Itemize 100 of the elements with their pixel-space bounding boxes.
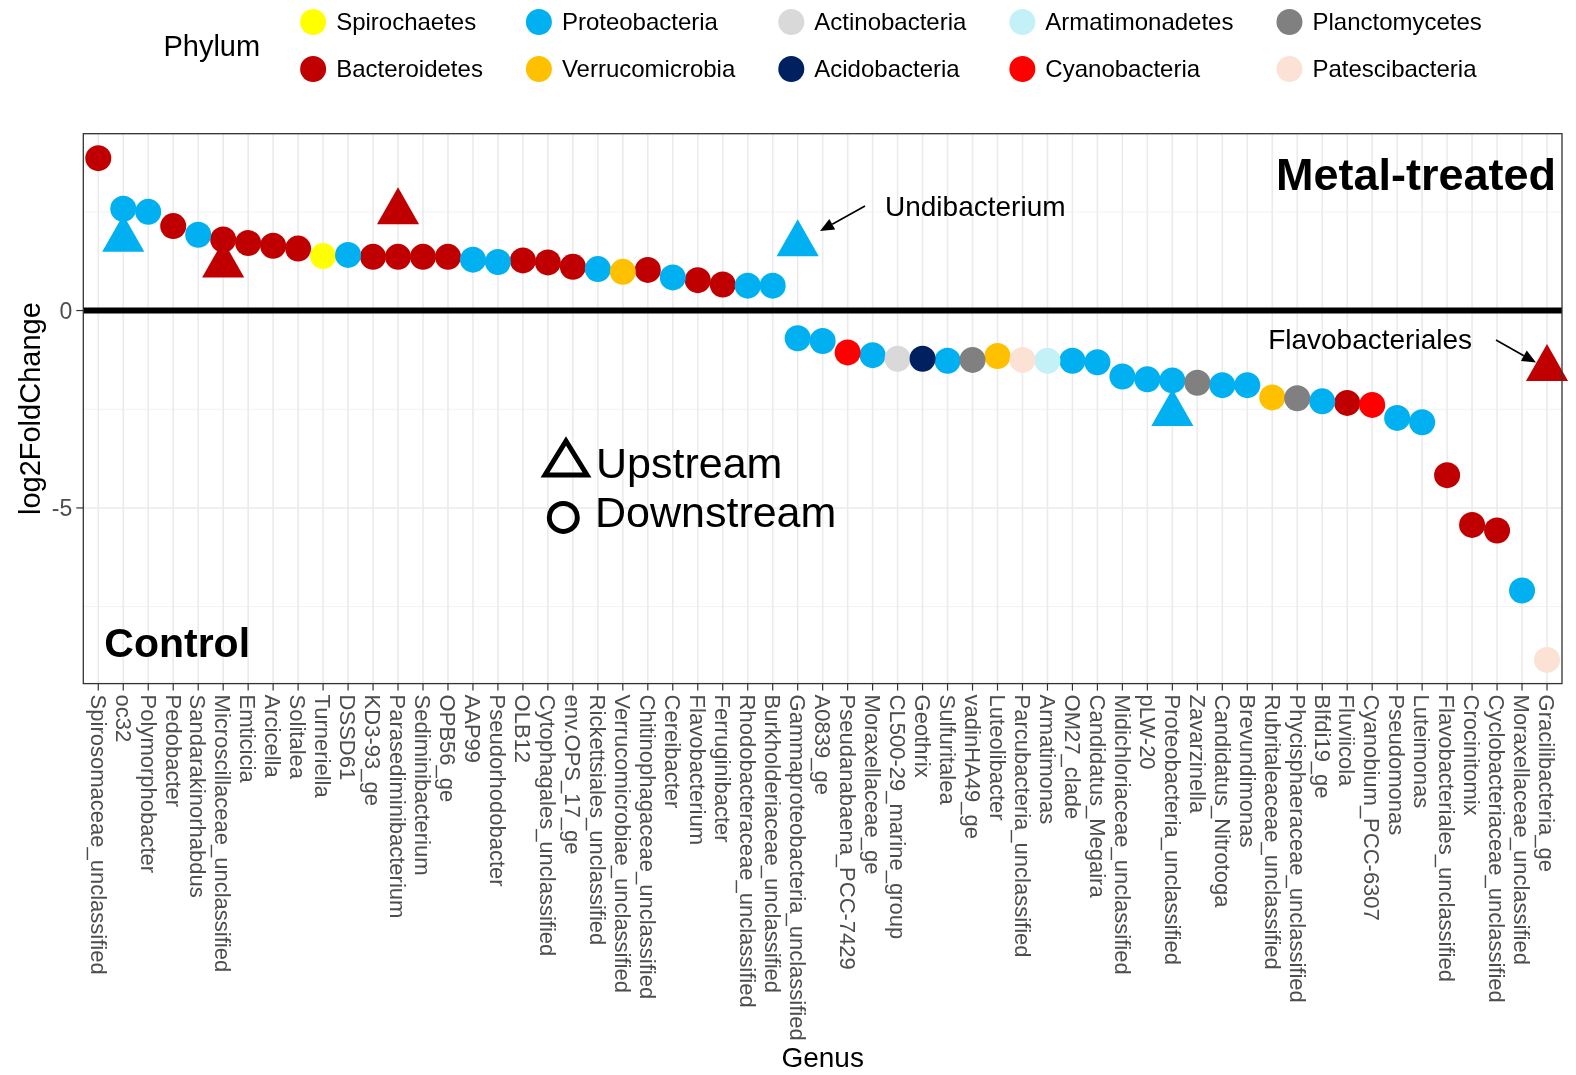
x-tick-label: env.OPS_17_ge (560, 694, 586, 855)
x-tick-label: OM27_clade (1059, 694, 1085, 820)
point (1234, 372, 1261, 399)
point (1509, 577, 1536, 604)
point (809, 327, 836, 354)
point (1109, 363, 1136, 390)
point (1259, 384, 1286, 411)
x-tick-label: Rickettsiales_unclassified (585, 694, 611, 946)
point (434, 243, 461, 270)
x-tick-label: Parcubacteria_unclassified (1009, 694, 1035, 958)
point (984, 342, 1011, 369)
point (160, 213, 187, 240)
point (709, 271, 736, 298)
point (285, 235, 312, 262)
annotation: Undibacterium (885, 191, 1066, 222)
point (185, 221, 212, 248)
x-tick-label: Zavarzinella (1184, 694, 1210, 814)
x-tick-label: oc32 (110, 694, 136, 743)
point (1459, 511, 1486, 538)
legend-label: Spirochaetes (336, 8, 477, 36)
x-tick-label: Proteobacteria_unclassified (1159, 694, 1185, 965)
annotation: Flavobacteriales (1268, 323, 1472, 355)
x-tick-label: Candidatus_Megaira (1084, 694, 1110, 899)
x-tick-label: Crocinitomix (1459, 694, 1485, 816)
x-tick-label: Moraxellaceae_ge (859, 694, 885, 875)
x-tick-label: Pseudomonas (1384, 694, 1410, 836)
annotation: Control (104, 619, 251, 666)
x-tick-label: OLB12 (510, 694, 536, 764)
point (659, 264, 686, 291)
x-tick-label: Emticicia (235, 694, 261, 784)
x-tick-label: Fluviicola (1334, 694, 1360, 788)
point (1134, 366, 1161, 393)
y-tick-label: -5 (51, 494, 73, 521)
point (834, 339, 861, 366)
x-tick-label: Geothrix (909, 694, 935, 778)
x-tick-label: Chitinophagaceae_unclassified (635, 694, 661, 1000)
legend-label: Bacteroidetes (336, 55, 483, 83)
x-tick-label: Arcicella (260, 694, 286, 779)
x-tick-label: Gammaproteobacteria_unclassified (784, 694, 810, 1041)
point (1284, 385, 1311, 412)
x-tick-label: Cyclobacteriaceae_unclassified (1484, 694, 1510, 1003)
legend-label: Patescibacteria (1312, 55, 1478, 83)
annotation: Metal-treated (1275, 148, 1556, 200)
point (1084, 349, 1111, 376)
legend-label: Cyanobacteria (1045, 55, 1201, 83)
point (135, 198, 162, 225)
point (1309, 388, 1336, 415)
x-axis-title: Genus (781, 1042, 864, 1073)
point (759, 272, 786, 299)
point (1359, 391, 1386, 418)
point (584, 256, 611, 283)
point (959, 346, 986, 373)
x-tick-label: Brevundimonas (1234, 694, 1260, 848)
x-tick-label: AAP99 (460, 694, 486, 764)
annotation: Downstream (595, 488, 837, 536)
x-tick-label: Pedobacter (160, 694, 186, 808)
x-tick-label: Microscillaceae_unclassified (210, 694, 236, 973)
legend-label: Planctomycetes (1312, 8, 1482, 36)
point (210, 226, 237, 253)
annotation: Upstream (596, 439, 783, 487)
point (459, 246, 486, 273)
point (1034, 347, 1061, 374)
point (85, 145, 112, 172)
x-tick-label: Moraxellaceae_unclassified (1509, 694, 1535, 965)
point (534, 249, 561, 276)
x-tick-label: KD3-93_ge (360, 694, 386, 806)
x-tick-label: A0839_ge (809, 694, 835, 795)
x-tick-label: Gracilibacteria_ge (1534, 694, 1560, 872)
point (559, 253, 586, 280)
x-tick-label: Burkholderiaceae_unclassified (759, 694, 785, 994)
point (1384, 404, 1411, 431)
legend-label: Proteobacteria (561, 8, 719, 36)
legend-label: Armatimonadetes (1045, 8, 1234, 36)
point (1534, 646, 1561, 673)
x-tick-label: Phycisphaeraceae_unclassified (1284, 694, 1310, 1003)
x-tick-label: Flavobacteriales_unclassified (1434, 694, 1460, 982)
point (110, 195, 137, 222)
point (335, 241, 362, 268)
point (609, 258, 636, 285)
x-tick-label: DSSD61 (335, 694, 361, 781)
x-tick-label: Spirosomaceae_unclassified (85, 694, 111, 975)
x-tick-label: vadinHA49_ge (959, 694, 985, 839)
x-tick-label: Luteolibacter (984, 694, 1010, 821)
legend-label: Verrucomicrobia (561, 55, 736, 83)
x-tick-label: Parasediminibacterium (385, 694, 411, 919)
point (1159, 367, 1186, 394)
x-tick-label: Pseudanabaena_PCC-7429 (834, 694, 860, 970)
point (1209, 372, 1236, 399)
point (1434, 462, 1461, 489)
x-tick-label: Sulfuritalea (934, 694, 960, 806)
point (909, 345, 936, 372)
point (1009, 346, 1036, 373)
x-tick-label: CL500-29_marine_group (884, 694, 910, 940)
point (1059, 347, 1086, 374)
point (484, 249, 511, 275)
x-tick-label: Cytophagales_unclassified (535, 694, 561, 957)
legend-title: Phylum (163, 29, 261, 62)
x-tick-label: Verrucomicrobiae_unclassified (610, 694, 636, 993)
x-tick-label: Pseudorhodobacter (485, 694, 511, 887)
x-tick-label: Candidatus_Nitrotoga (1209, 694, 1235, 909)
